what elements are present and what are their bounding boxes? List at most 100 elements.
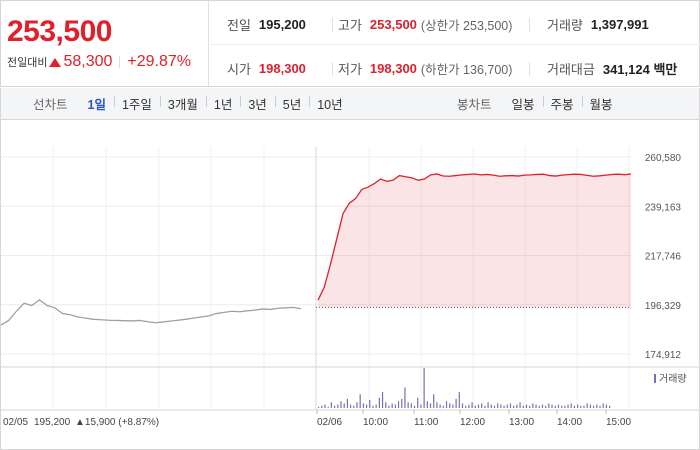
x-tick-label: 02/05 [3, 417, 28, 428]
volume-bar [391, 403, 393, 408]
volume-bar [449, 403, 451, 408]
volume-bar [397, 401, 400, 408]
volume-bar [602, 403, 604, 408]
volume-bar [577, 404, 579, 408]
volume-bar [465, 405, 467, 408]
divider [119, 56, 121, 68]
volume-bar [570, 403, 572, 408]
high-label: 고가 [338, 18, 362, 33]
x-axis-labels: 02/05 195,200 ▲15,900 (+8.87%) 02/06 10:00 11… [3, 410, 631, 428]
tab-1y[interactable]: 1년 [205, 94, 240, 113]
volume-bar [349, 404, 352, 408]
volume-bar [477, 404, 480, 408]
up-arrow-icon [49, 57, 62, 67]
volume-bar [500, 404, 502, 408]
volume-bar [321, 405, 323, 408]
volume-bar [557, 404, 560, 408]
volume-bar [551, 404, 553, 408]
tab-weekly[interactable]: 주봉 [542, 94, 582, 113]
volume-bar [589, 404, 592, 408]
quote-panel: 253,500 전일대비 58,300 +29.87% 전일 195,200 고… [0, 0, 700, 87]
divider [332, 18, 333, 32]
volume-bar [388, 405, 390, 408]
volume-bar [420, 404, 422, 408]
tab-daily[interactable]: 일봉 [511, 98, 535, 112]
volume-bar [433, 394, 435, 408]
volume-bar [439, 404, 441, 408]
volume-bar [461, 403, 464, 408]
volume-bar [522, 405, 524, 408]
volume-bar [538, 405, 540, 408]
volume-bar [362, 403, 364, 408]
tab-3m[interactable]: 3개월 [159, 94, 206, 113]
x-tick-label: 15:00 [606, 417, 631, 428]
open-price: 시가 198,300 [227, 59, 306, 78]
y-tick-label: 239,163 [645, 202, 682, 213]
trade-amount: 거래대금 341,124 백만 [547, 59, 677, 78]
price-change-pct: +29.87% [127, 53, 192, 70]
tab-1d[interactable]: 1일 [87, 98, 106, 112]
prev-day-line [1, 298, 302, 326]
volume-bar [330, 402, 332, 408]
chart-area [318, 173, 631, 308]
volume-bar [513, 405, 515, 408]
y-tick-label: 217,746 [645, 252, 682, 263]
volume-bar [404, 387, 406, 408]
volume-bar [381, 392, 384, 408]
volume-bar [372, 405, 374, 408]
volume-bar [532, 403, 534, 408]
y-tick-label: 174,912 [645, 350, 682, 361]
volume-bar [554, 405, 556, 408]
volume-bar [458, 392, 460, 408]
tab-5y[interactable]: 5년 [274, 94, 309, 113]
open-value: 198,300 [258, 61, 306, 76]
chart-tabs-bar: 선차트 1일 1주일 3개월 1년 3년 5년 10년 봉차트 일봉 주봉 월봉 [0, 88, 700, 120]
volume-bar [605, 404, 608, 408]
volume-bar [609, 405, 611, 408]
volume-bar [474, 405, 476, 408]
prev-close: 전일 195,200 [227, 15, 306, 34]
divider [529, 18, 530, 32]
price-change-row: 전일대비 58,300 +29.87% [7, 53, 191, 71]
volume-bar [394, 404, 396, 408]
y-tick-label: 196,329 [645, 301, 682, 312]
tab-1w[interactable]: 1주일 [113, 94, 160, 113]
tab-monthly[interactable]: 월봉 [581, 94, 621, 113]
volume-bar [442, 405, 444, 408]
chart-lines [1, 173, 632, 326]
y-axis-labels: 260,580 239,163 217,746 196,329 174,912 [645, 153, 682, 361]
low-label: 저가 [338, 62, 362, 77]
volume-label: 거래량 [547, 18, 583, 33]
tab-3y[interactable]: 3년 [240, 94, 274, 113]
candle-chart-title: 봉차트 [457, 98, 492, 112]
volume-bar [593, 405, 595, 408]
divider [529, 62, 530, 76]
volume-bar [375, 404, 377, 408]
x-tick-label: 10:00 [363, 417, 388, 428]
volume-bar [426, 401, 428, 408]
volume-bar [318, 406, 320, 408]
volume-bar [599, 405, 601, 408]
volume-bar [490, 404, 492, 408]
today-area [318, 173, 631, 308]
trade-amount-value: 341,124 백만 [602, 62, 678, 77]
upper-limit: (상한가 253,500) [420, 19, 513, 33]
volume-bar [327, 406, 329, 408]
x-tick-label: 13:00 [509, 417, 534, 428]
volume-bar [423, 368, 425, 408]
tab-10y[interactable]: 10년 [309, 94, 350, 113]
volume-bar [487, 402, 489, 408]
volume-bar [535, 404, 537, 408]
prev-close-label: 전일 [227, 18, 251, 33]
today-line [317, 173, 632, 301]
volume-bar [337, 404, 339, 408]
volume-bar [471, 402, 473, 408]
divider [210, 44, 700, 45]
volume-bar [503, 405, 505, 408]
volume-bar [385, 402, 387, 408]
volume-bar [353, 405, 355, 408]
volume-bar [359, 394, 361, 408]
volume-bar [468, 404, 470, 408]
volume-bar [481, 403, 483, 408]
volume-bar [324, 404, 326, 408]
